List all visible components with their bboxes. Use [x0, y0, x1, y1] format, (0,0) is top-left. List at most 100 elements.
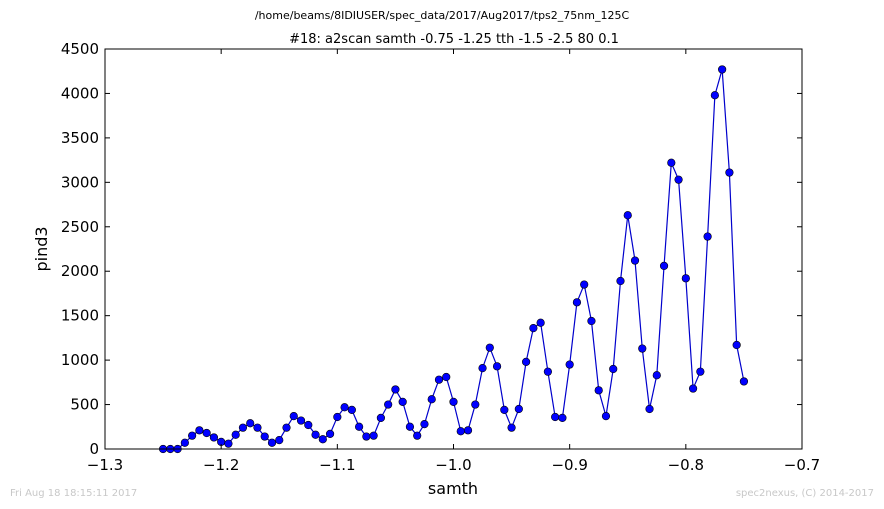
data-point: [398, 397, 407, 406]
data-point: [304, 420, 313, 430]
y-axis-ticks: 0 500 1000 1500 2000 2500 3000 3500 4000 4500: [61, 40, 802, 458]
data-point: [442, 372, 451, 382]
x-tick-label: −0.9: [551, 456, 587, 474]
x-tick-label: −0.8: [668, 456, 704, 474]
data-point: [638, 344, 647, 353]
data-point: [688, 384, 698, 393]
data-point: [333, 412, 342, 422]
footer-timestamp: Fri Aug 18 18:15:11 2017: [10, 488, 138, 499]
data-point: [551, 412, 560, 422]
data-point: [478, 364, 487, 373]
file-path-header: /home/beams/8IDIUSER/spec_data/2017/Aug2…: [255, 9, 630, 22]
data-point: [413, 431, 422, 440]
data-point: [500, 405, 509, 414]
y-tick-label: 3500: [61, 129, 99, 147]
y-tick-label: 1500: [61, 307, 99, 325]
data-point: [659, 261, 669, 270]
data-point: [405, 422, 415, 431]
x-tick-label: −1.2: [203, 456, 239, 474]
data-point: [718, 65, 727, 74]
y-tick-label: 3000: [61, 173, 99, 191]
x-tick-label: −0.7: [784, 456, 820, 474]
data-point: [667, 158, 676, 167]
data-point: [456, 427, 465, 436]
data-point: [703, 232, 712, 241]
data-point: [209, 433, 219, 442]
data-point: [732, 340, 741, 350]
data-point: [681, 274, 690, 283]
data-point: [282, 423, 291, 432]
chart-title: #18: a2scan samth -0.75 -1.25 tth -1.5 -…: [289, 32, 619, 47]
x-tick-label: −1.3: [87, 456, 123, 474]
data-point: [188, 431, 197, 440]
data-point: [238, 423, 248, 432]
data-point: [260, 432, 269, 441]
data-point: [362, 432, 371, 441]
data-point: [384, 400, 393, 409]
data-point: [420, 420, 429, 429]
y-tick-label: 0: [89, 440, 99, 458]
y-tick-label: 500: [70, 396, 99, 414]
series-line: [163, 69, 745, 450]
data-point: [572, 298, 582, 307]
data-point: [463, 426, 473, 435]
data-point: [507, 423, 516, 432]
data-point: [427, 395, 436, 404]
data-point: [347, 405, 356, 414]
data-point: [296, 416, 306, 425]
data-point: [696, 367, 705, 376]
y-tick-label: 2000: [61, 262, 99, 280]
data-point: [529, 324, 538, 333]
data-point: [587, 316, 596, 326]
data-point: [246, 419, 255, 428]
data-point: [391, 385, 400, 394]
data-point: [514, 404, 523, 414]
data-point: [485, 343, 494, 352]
data-point: [739, 377, 749, 386]
data-point: [369, 431, 378, 440]
data-point: [630, 256, 640, 265]
footer-credit: spec2nexus, (C) 2014-2017: [735, 488, 874, 499]
data-point: [521, 357, 531, 366]
data-point: [580, 280, 589, 289]
y-tick-label: 1000: [61, 351, 99, 369]
data-point: [536, 318, 545, 327]
data-point: [340, 403, 349, 412]
data-point: [253, 423, 262, 432]
data-point: [543, 367, 552, 376]
data-point: [565, 360, 574, 369]
data-point: [289, 412, 298, 421]
data-point: [710, 91, 719, 100]
data-point: [195, 426, 204, 435]
x-axis-label: samth: [428, 479, 478, 498]
data-point: [202, 428, 211, 438]
data-point: [325, 429, 335, 438]
data-point: [645, 404, 654, 414]
data-point: [674, 175, 683, 184]
data-point: [318, 435, 327, 444]
data-point: [231, 430, 240, 439]
data-point: [180, 438, 189, 447]
data-point: [376, 413, 386, 422]
y-tick-label: 4000: [61, 84, 99, 102]
plot-area: [158, 65, 749, 454]
data-point: [623, 211, 632, 220]
plot-frame: [104, 48, 803, 450]
data-point: [471, 400, 480, 409]
data-point: [449, 397, 458, 406]
x-axis-ticks: −1.3 −1.2 −1.1 −1.0 −0.9 −0.8 −0.7: [87, 49, 820, 474]
data-point: [652, 371, 661, 380]
data-point: [311, 430, 320, 439]
y-tick-label: 2500: [61, 218, 99, 236]
data-point: [434, 375, 444, 384]
data-point: [267, 438, 277, 447]
data-point: [609, 364, 618, 374]
data-point: [616, 276, 625, 286]
data-point: [275, 436, 284, 445]
x-tick-label: −1.0: [435, 456, 471, 474]
data-point: [492, 362, 502, 371]
data-point: [594, 386, 603, 395]
data-point: [601, 412, 611, 421]
y-axis-label: pind3: [32, 226, 51, 271]
